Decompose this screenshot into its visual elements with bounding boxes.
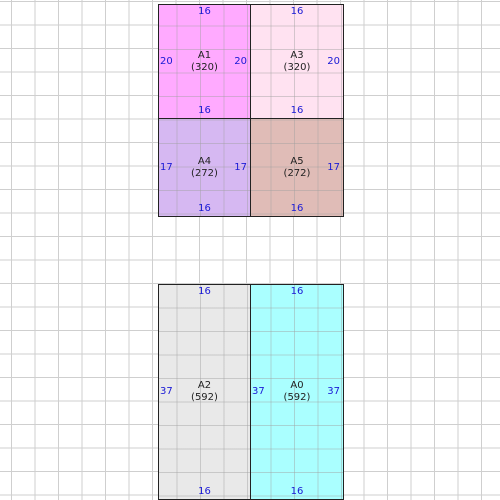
block-area: (272) (191, 167, 218, 179)
block-a4[interactable]: A4 (272) 16 17 17 (158, 118, 251, 217)
block-area: (592) (191, 392, 218, 403)
block-a5[interactable]: A5 (272) 16 17 (250, 118, 344, 217)
block-name: A1 (197, 49, 212, 61)
dimension-bottom: 16 (198, 203, 211, 214)
block-label: A0 (592) (251, 380, 343, 404)
block-label: A2 (592) (159, 380, 250, 404)
dimension-bottom: 16 (290, 486, 304, 497)
dimension-right: 17 (327, 161, 340, 173)
block-a2[interactable]: A2 (592) 16 16 37 (158, 284, 251, 500)
dimension-top: 16 (198, 6, 211, 17)
dimension-left: 37 (160, 386, 173, 397)
block-area: (320) (283, 61, 311, 73)
block-name: A3 (290, 49, 304, 61)
dimension-right: 37 (327, 386, 340, 397)
block-label: A1 (320) (159, 50, 250, 74)
dimension-top: 16 (198, 286, 211, 297)
dimension-right: 17 (234, 161, 247, 173)
block-a0[interactable]: A0 (592) 16 16 37 37 (250, 284, 344, 500)
dimension-top: 16 (290, 286, 304, 297)
block-name: A5 (290, 155, 304, 167)
dimension-bottom: 16 (198, 486, 211, 497)
dimension-bottom: 16 (290, 105, 304, 116)
dimension-right: 20 (327, 55, 340, 67)
block-name: A2 (197, 380, 212, 391)
dimension-top: 16 (290, 6, 304, 17)
block-a1[interactable]: A1 (320) 16 16 20 20 (158, 4, 251, 119)
dimension-left: 20 (160, 55, 173, 67)
dimension-bottom: 16 (198, 105, 211, 116)
dimension-right: 20 (234, 55, 247, 67)
block-area: (272) (283, 167, 311, 179)
block-a3[interactable]: A3 (320) 16 16 20 (250, 4, 344, 119)
block-label: A4 (272) (159, 156, 250, 180)
block-area: (592) (283, 392, 311, 403)
dimension-bottom: 16 (290, 203, 304, 214)
dimension-left: 37 (252, 386, 265, 397)
block-name: A4 (197, 155, 212, 167)
block-name: A0 (290, 380, 304, 391)
dimension-left: 17 (160, 161, 173, 173)
block-label: A5 (272) (251, 156, 343, 180)
block-label: A3 (320) (251, 50, 343, 74)
block-area: (320) (191, 61, 218, 73)
